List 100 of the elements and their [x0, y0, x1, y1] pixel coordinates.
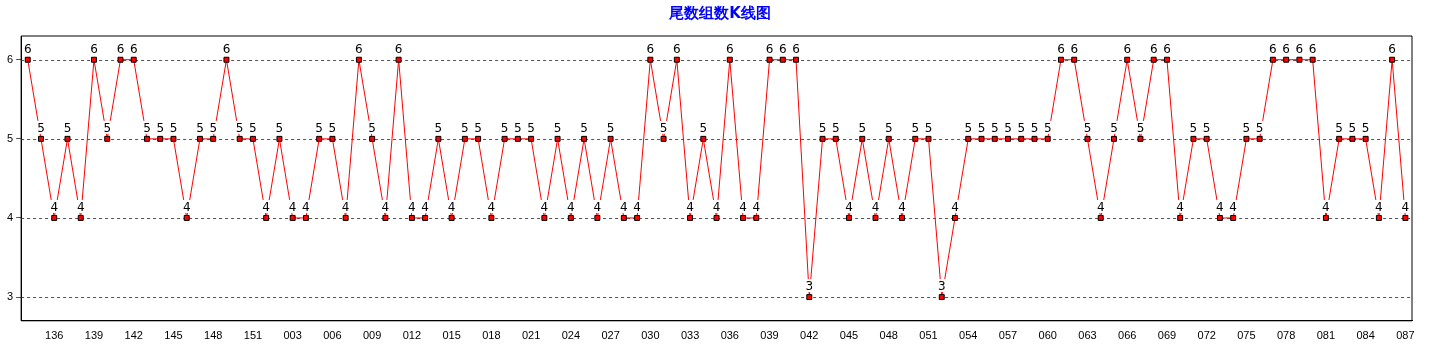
data-label: 5 — [1242, 120, 1251, 135]
data-label: 6 — [1163, 41, 1171, 56]
data-label: 6 — [1269, 41, 1277, 56]
data-label: 6 — [646, 41, 655, 56]
data-label: 6 — [90, 41, 98, 56]
data-label: 5 — [977, 120, 986, 135]
data-label: 4 — [1229, 200, 1237, 215]
data-label: 5 — [884, 120, 893, 135]
data-label: 6 — [765, 41, 774, 56]
x-tick-label: 063 — [1078, 329, 1097, 342]
data-label: 6 — [725, 41, 734, 56]
data-label: 5 — [1083, 120, 1092, 135]
x-tick-label: 009 — [362, 329, 382, 342]
data-label: 4 — [408, 200, 416, 215]
x-tick-label: 142 — [124, 329, 143, 342]
data-label: 5 — [37, 120, 45, 135]
data-label: 5 — [1136, 120, 1145, 135]
data-label: 4 — [898, 200, 906, 215]
data-label: 5 — [249, 120, 257, 135]
data-label: 4 — [686, 200, 694, 215]
data-label: 5 — [527, 120, 535, 135]
data-label: 5 — [514, 120, 522, 135]
x-tick-label: 057 — [998, 329, 1018, 342]
data-label: 5 — [474, 120, 482, 135]
data-label: 5 — [699, 120, 708, 135]
data-label: 4 — [620, 200, 628, 215]
data-label: 5 — [434, 120, 443, 135]
x-tick-label: 066 — [1118, 329, 1137, 342]
data-label: 5 — [1255, 120, 1264, 135]
data-label: 5 — [831, 120, 840, 135]
x-tick-label: 048 — [879, 329, 898, 342]
data-label: 4 — [739, 200, 747, 215]
data-label: 5 — [461, 120, 469, 135]
data-label: 3 — [937, 279, 946, 294]
x-tick-label: 027 — [601, 329, 620, 342]
data-label: 4 — [712, 200, 721, 215]
data-label: 4 — [182, 200, 191, 215]
x-tick-label: 012 — [402, 329, 422, 342]
x-tick-label: 148 — [204, 329, 223, 342]
data-label: 5 — [580, 120, 588, 135]
x-tick-label: 078 — [1276, 329, 1296, 342]
x-tick-label: 003 — [283, 329, 302, 342]
data-label: 5 — [1043, 120, 1052, 135]
data-label: 5 — [924, 120, 933, 135]
data-label: 6 — [778, 41, 787, 56]
data-label: 5 — [156, 120, 165, 135]
data-label: 4 — [540, 200, 549, 215]
data-label: 6 — [673, 41, 681, 56]
data-label: 6 — [394, 41, 403, 56]
data-label: 4 — [381, 200, 390, 215]
data-label: 5 — [818, 120, 827, 135]
data-label: 5 — [275, 120, 284, 135]
data-label: 4 — [633, 200, 641, 215]
data-label: 4 — [845, 200, 853, 215]
x-tick-label: 084 — [1356, 329, 1375, 342]
data-label: 4 — [1322, 200, 1330, 215]
x-tick-label: 054 — [959, 329, 978, 342]
x-tick-label: 051 — [919, 329, 938, 342]
data-label: 6 — [1388, 41, 1396, 56]
data-label: 5 — [235, 120, 244, 135]
y-tick-label: 5 — [6, 131, 14, 144]
data-label: 5 — [1004, 120, 1012, 135]
data-label: 4 — [341, 200, 350, 215]
y-tick-label: 6 — [6, 52, 14, 65]
data-label: 3 — [805, 279, 814, 294]
chart-title: 尾数组数K线图 — [668, 3, 772, 24]
x-tick-label: 145 — [164, 329, 183, 342]
data-label: 5 — [143, 120, 151, 135]
data-label: 4 — [487, 200, 496, 215]
x-tick-label: 039 — [760, 329, 779, 342]
data-label: 5 — [1189, 120, 1198, 135]
data-label: 5 — [553, 120, 562, 135]
data-label: 4 — [76, 200, 85, 215]
data-label: 6 — [222, 41, 231, 56]
data-label: 5 — [209, 120, 218, 135]
data-label: 4 — [1375, 200, 1383, 215]
data-label: 5 — [328, 120, 337, 135]
data-label: 4 — [871, 200, 880, 215]
data-label: 6 — [23, 41, 32, 56]
x-tick-label: 075 — [1237, 329, 1256, 342]
data-label: 6 — [1057, 41, 1065, 56]
data-label: 5 — [659, 120, 668, 135]
x-tick-label: 015 — [442, 329, 461, 342]
data-label: 6 — [1282, 41, 1290, 56]
data-label: 5 — [315, 120, 323, 135]
data-label: 4 — [1401, 200, 1410, 215]
x-tick-label: 136 — [45, 329, 64, 342]
data-label: 4 — [262, 200, 270, 215]
data-label: 4 — [1216, 200, 1224, 215]
x-tick-label: 139 — [84, 329, 104, 342]
data-label: 6 — [1070, 41, 1079, 56]
x-tick-label: 151 — [243, 329, 263, 342]
data-label: 5 — [103, 120, 112, 135]
data-label: 6 — [1308, 41, 1317, 56]
data-label: 4 — [302, 200, 310, 215]
data-label: 5 — [368, 120, 376, 135]
data-label: 4 — [50, 200, 59, 215]
data-label: 6 — [116, 41, 125, 56]
y-tick-label: 3 — [6, 290, 14, 303]
data-label: 5 — [1335, 120, 1343, 135]
